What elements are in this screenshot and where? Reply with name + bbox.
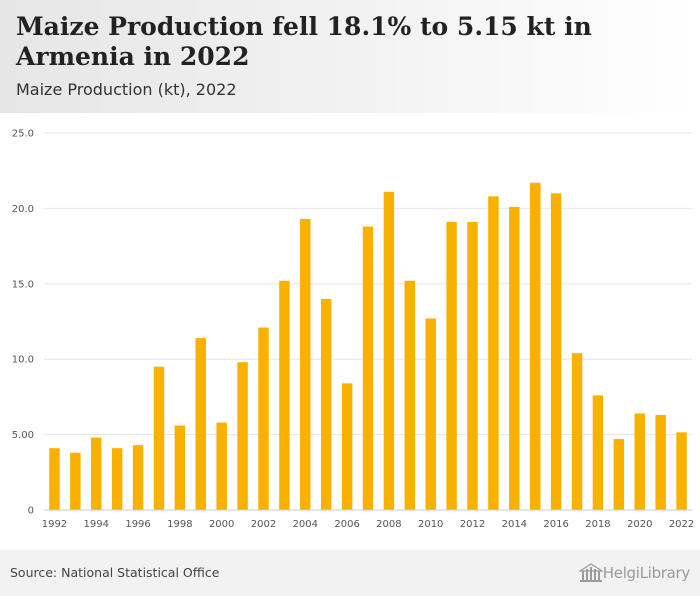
chart-header: Maize Production fell 18.1% to 5.15 kt i… — [0, 0, 700, 113]
x-tick-label: 1994 — [84, 519, 109, 530]
chart-title: Maize Production fell 18.1% to 5.15 kt i… — [16, 12, 592, 71]
x-tick-label: 2008 — [376, 519, 401, 530]
bar — [153, 366, 165, 510]
bar — [258, 327, 269, 510]
bar — [70, 452, 81, 510]
bar — [550, 193, 562, 510]
bar — [488, 196, 499, 510]
chart-footer: Source: National Statistical Office Helg… — [0, 550, 700, 596]
library-building-icon — [578, 563, 603, 582]
bar — [425, 318, 436, 510]
bar — [216, 422, 227, 510]
x-tick-label: 2018 — [585, 519, 610, 530]
bar-chart: 0 5.00 10.0 15.0 20.0 25.0 1992 1994 1996 1998 200… — [12, 129, 695, 531]
brand-name: HelgiLibrary — [602, 564, 691, 582]
y-tick-label: 0 — [28, 506, 34, 517]
bar — [320, 298, 332, 510]
bar — [91, 437, 102, 510]
x-tick-label: 1996 — [125, 519, 150, 530]
bar — [341, 383, 353, 510]
bar — [111, 448, 123, 510]
bar — [530, 182, 541, 510]
x-tick-label: 2014 — [502, 519, 527, 530]
x-tick-label: 2000 — [209, 519, 234, 530]
bar — [132, 445, 144, 510]
bar — [383, 191, 395, 510]
y-tick-label: 25.0 — [12, 129, 34, 140]
x-tick-label: 2022 — [669, 519, 694, 530]
x-tick-label: 1992 — [42, 519, 67, 530]
bar — [592, 395, 604, 510]
bar — [613, 439, 625, 510]
bar — [195, 338, 206, 510]
x-tick-label: 2012 — [460, 519, 485, 530]
chart-subtitle: Maize Production (kt), 2022 — [16, 80, 237, 99]
x-tick-label: 2004 — [293, 519, 318, 530]
bar — [237, 362, 248, 510]
y-tick-label: 5.00 — [12, 430, 34, 441]
y-tick-label: 15.0 — [12, 279, 34, 290]
bar — [446, 221, 457, 511]
x-tick-label: 2020 — [627, 519, 652, 530]
x-tick-label: 2016 — [543, 519, 568, 530]
bar — [634, 413, 645, 510]
bar — [571, 353, 583, 510]
x-tick-label: 1998 — [167, 519, 192, 530]
y-tick-label: 10.0 — [12, 355, 34, 366]
bar — [174, 425, 186, 510]
brand-logo: HelgiLibrary — [578, 561, 691, 585]
x-tick-label: 2002 — [251, 519, 276, 530]
bar — [362, 226, 374, 510]
y-tick-label: 20.0 — [12, 204, 34, 215]
bar — [279, 280, 290, 510]
bar — [467, 221, 478, 511]
bar — [404, 280, 416, 510]
x-tick-label: 2010 — [418, 519, 443, 530]
x-tick-label: 2006 — [334, 519, 359, 530]
bar — [676, 432, 687, 510]
bar — [49, 448, 60, 510]
bar — [509, 206, 520, 510]
bar — [655, 414, 666, 510]
bar — [300, 218, 311, 510]
source-note: Source: National Statistical Office — [10, 565, 220, 580]
